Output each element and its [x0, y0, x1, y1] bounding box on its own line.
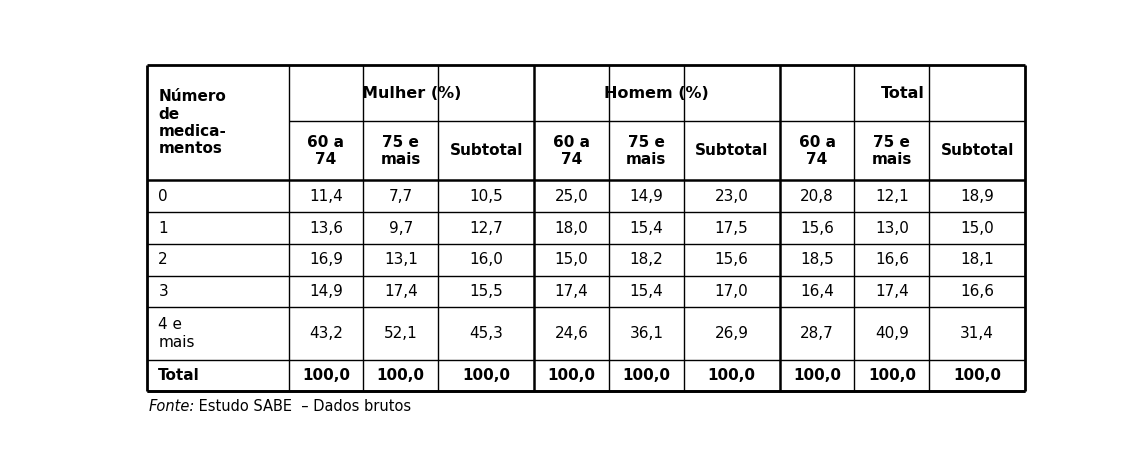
Text: Subtotal: Subtotal: [450, 143, 523, 158]
Text: 13,6: 13,6: [309, 220, 343, 235]
Text: 13,1: 13,1: [383, 252, 418, 267]
Text: 18,9: 18,9: [961, 189, 994, 204]
Text: 17,4: 17,4: [875, 284, 908, 299]
Text: 36,1: 36,1: [630, 326, 663, 341]
Text: Subtotal: Subtotal: [940, 143, 1014, 158]
Text: 17,5: 17,5: [714, 220, 748, 235]
Text: 75 e
mais: 75 e mais: [872, 135, 912, 167]
Text: 100,0: 100,0: [793, 368, 841, 383]
Text: 15,4: 15,4: [630, 220, 663, 235]
Text: Total: Total: [881, 86, 924, 101]
Text: 15,6: 15,6: [714, 252, 748, 267]
Text: 7,7: 7,7: [389, 189, 413, 204]
Text: 0: 0: [159, 189, 168, 204]
Text: 17,4: 17,4: [555, 284, 589, 299]
Text: 18,1: 18,1: [961, 252, 994, 267]
Text: 2: 2: [159, 252, 168, 267]
Text: 100,0: 100,0: [953, 368, 1001, 383]
Text: 16,6: 16,6: [961, 284, 994, 299]
Text: 100,0: 100,0: [377, 368, 424, 383]
Text: Fonte:: Fonte:: [148, 399, 195, 414]
Text: 17,4: 17,4: [383, 284, 418, 299]
Text: 15,0: 15,0: [961, 220, 994, 235]
Text: 10,5: 10,5: [469, 189, 503, 204]
Text: 75 e
mais: 75 e mais: [626, 135, 666, 167]
Text: 1: 1: [159, 220, 168, 235]
Text: 100,0: 100,0: [707, 368, 755, 383]
Text: 60 a
74: 60 a 74: [799, 135, 835, 167]
Text: 100,0: 100,0: [548, 368, 596, 383]
Text: 100,0: 100,0: [868, 368, 916, 383]
Text: 45,3: 45,3: [469, 326, 503, 341]
Text: 14,9: 14,9: [630, 189, 663, 204]
Text: 43,2: 43,2: [309, 326, 343, 341]
Text: 3: 3: [159, 284, 168, 299]
Text: 4 e
mais: 4 e mais: [159, 317, 195, 350]
Text: 100,0: 100,0: [302, 368, 350, 383]
Text: 9,7: 9,7: [389, 220, 413, 235]
Text: 26,9: 26,9: [714, 326, 748, 341]
Text: 12,1: 12,1: [875, 189, 908, 204]
Text: 16,9: 16,9: [309, 252, 343, 267]
Text: 16,0: 16,0: [469, 252, 503, 267]
Text: 15,5: 15,5: [469, 284, 503, 299]
Text: 13,0: 13,0: [875, 220, 908, 235]
Text: 100,0: 100,0: [622, 368, 670, 383]
Text: 16,4: 16,4: [800, 284, 834, 299]
Text: 18,0: 18,0: [555, 220, 589, 235]
Text: Homem (%): Homem (%): [605, 86, 710, 101]
Text: 40,9: 40,9: [875, 326, 908, 341]
Text: 20,8: 20,8: [800, 189, 834, 204]
Text: 17,0: 17,0: [714, 284, 748, 299]
Text: Subtotal: Subtotal: [695, 143, 768, 158]
Text: 18,5: 18,5: [800, 252, 834, 267]
Text: 16,6: 16,6: [875, 252, 909, 267]
Text: Estudo SABE  – Dados brutos: Estudo SABE – Dados brutos: [194, 399, 411, 414]
Text: 12,7: 12,7: [469, 220, 503, 235]
Text: 15,4: 15,4: [630, 284, 663, 299]
Text: Total: Total: [159, 368, 200, 383]
Text: 52,1: 52,1: [383, 326, 418, 341]
Text: 23,0: 23,0: [714, 189, 748, 204]
Text: Número
de
medica-
mentos: Número de medica- mentos: [159, 89, 226, 156]
Text: 11,4: 11,4: [309, 189, 342, 204]
Text: Mulher (%): Mulher (%): [362, 86, 461, 101]
Text: 75 e
mais: 75 e mais: [381, 135, 421, 167]
Text: 25,0: 25,0: [555, 189, 589, 204]
Text: 14,9: 14,9: [309, 284, 343, 299]
Text: 31,4: 31,4: [961, 326, 994, 341]
Text: 60 a
74: 60 a 74: [553, 135, 590, 167]
Text: 15,6: 15,6: [800, 220, 834, 235]
Text: 100,0: 100,0: [462, 368, 510, 383]
Text: 60 a
74: 60 a 74: [307, 135, 345, 167]
Text: 18,2: 18,2: [630, 252, 663, 267]
Text: 28,7: 28,7: [800, 326, 834, 341]
Text: 24,6: 24,6: [555, 326, 589, 341]
Text: 15,0: 15,0: [555, 252, 589, 267]
